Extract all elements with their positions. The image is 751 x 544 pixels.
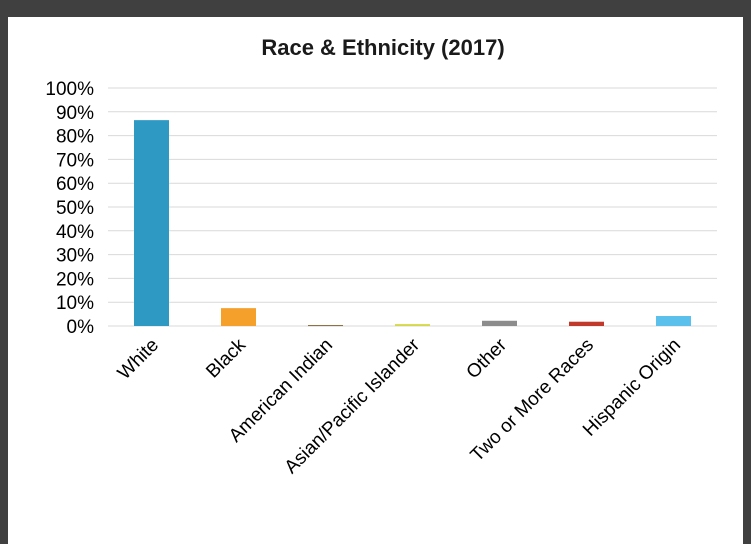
y-tick-label: 50% — [56, 198, 94, 219]
bar-hispanic-origin — [656, 316, 691, 326]
y-tick-label: 60% — [56, 174, 94, 195]
y-tick-label: 0% — [67, 317, 95, 338]
y-tick-label: 90% — [56, 103, 94, 124]
y-tick-label: 30% — [56, 246, 94, 267]
y-axis-ticks: 0% 10% 20%30% 40% 50% 60% 70%80% 90% 100% — [45, 79, 94, 338]
bar-asian-pacific-islander — [395, 324, 430, 326]
y-tick-label: 80% — [56, 127, 94, 148]
y-tick-label: 70% — [56, 150, 94, 171]
y-tick-label: 40% — [56, 222, 94, 243]
x-tick-label: White — [114, 335, 163, 384]
gridlines — [108, 87, 717, 327]
bar-black — [221, 308, 256, 326]
bar-american-indian — [308, 325, 343, 327]
bar-two-or-more-races — [569, 321, 604, 326]
chart-title: Race & Ethnicity (2017) — [261, 35, 504, 60]
y-tick-label: 100% — [45, 79, 94, 100]
bar-white — [134, 120, 169, 326]
x-tick-label: Black — [202, 334, 250, 382]
y-tick-label: 20% — [56, 269, 94, 290]
bars — [134, 120, 691, 327]
y-tick-label: 10% — [56, 293, 94, 314]
bar-other — [482, 320, 517, 326]
x-tick-label: Other — [463, 334, 512, 383]
